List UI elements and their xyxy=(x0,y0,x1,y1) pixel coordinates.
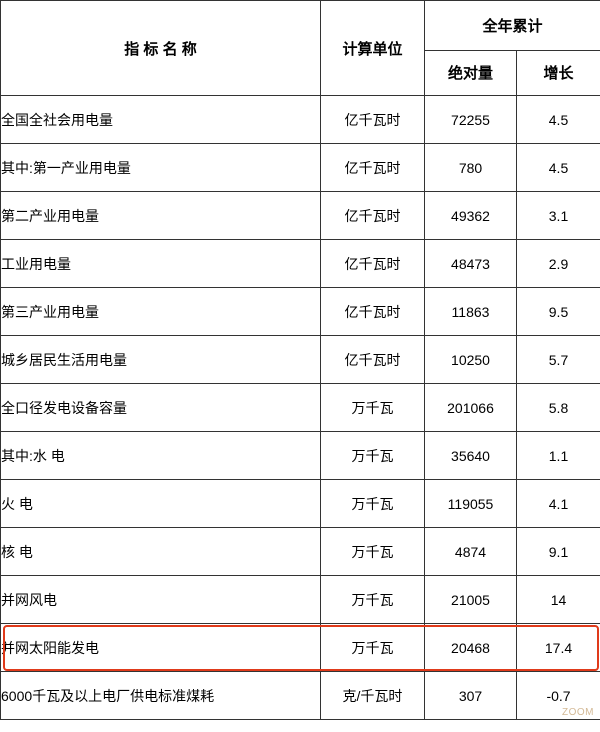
header-absolute: 绝对量 xyxy=(425,50,517,95)
cell-indicator-name: 火 电 xyxy=(1,480,321,528)
cell-absolute: 72255 xyxy=(425,96,517,144)
table-row: 并网太阳能发电万千瓦2046817.4 xyxy=(1,624,600,672)
cell-unit: 万千瓦 xyxy=(321,384,425,432)
table-row: 城乡居民生活用电量亿千瓦时102505.7 xyxy=(1,336,600,384)
cell-growth: 17.4 xyxy=(517,624,600,672)
cell-unit: 亿千瓦时 xyxy=(321,336,425,384)
cell-indicator-name: 并网风电 xyxy=(1,576,321,624)
cell-growth: 4.1 xyxy=(517,480,600,528)
table-body: 全国全社会用电量亿千瓦时722554.5其中:第一产业用电量亿千瓦时7804.5… xyxy=(1,96,600,720)
table-row: 全国全社会用电量亿千瓦时722554.5 xyxy=(1,96,600,144)
cell-absolute: 10250 xyxy=(425,336,517,384)
cell-growth: 2.9 xyxy=(517,240,600,288)
table-row: 全口径发电设备容量万千瓦2010665.8 xyxy=(1,384,600,432)
cell-absolute: 4874 xyxy=(425,528,517,576)
header-growth: 增长 xyxy=(517,50,600,95)
cell-absolute: 48473 xyxy=(425,240,517,288)
cell-indicator-name: 全口径发电设备容量 xyxy=(1,384,321,432)
table-row: 其中:水 电万千瓦356401.1 xyxy=(1,432,600,480)
table-row: 第二产业用电量亿千瓦时493623.1 xyxy=(1,192,600,240)
cell-unit: 万千瓦 xyxy=(321,528,425,576)
cell-growth: 4.5 xyxy=(517,144,600,192)
cell-unit: 亿千瓦时 xyxy=(321,144,425,192)
cell-indicator-name: 其中:第一产业用电量 xyxy=(1,144,321,192)
cell-indicator-name: 并网太阳能发电 xyxy=(1,624,321,672)
table-row: 核 电万千瓦48749.1 xyxy=(1,528,600,576)
cell-unit: 亿千瓦时 xyxy=(321,96,425,144)
cell-indicator-name: 城乡居民生活用电量 xyxy=(1,336,321,384)
cell-growth: 9.5 xyxy=(517,288,600,336)
cell-unit: 亿千瓦时 xyxy=(321,288,425,336)
cell-absolute: 49362 xyxy=(425,192,517,240)
data-table: 指 标 名 称 计算单位 全年累计 绝对量 增长 全国全社会用电量亿千瓦时722… xyxy=(0,0,600,720)
table-container: 指 标 名 称 计算单位 全年累计 绝对量 增长 全国全社会用电量亿千瓦时722… xyxy=(0,0,600,720)
cell-absolute: 35640 xyxy=(425,432,517,480)
cell-indicator-name: 工业用电量 xyxy=(1,240,321,288)
cell-absolute: 201066 xyxy=(425,384,517,432)
cell-indicator-name: 全国全社会用电量 xyxy=(1,96,321,144)
cell-unit: 万千瓦 xyxy=(321,576,425,624)
cell-absolute: 21005 xyxy=(425,576,517,624)
table-row: 并网风电万千瓦2100514 xyxy=(1,576,600,624)
cell-indicator-name: 其中:水 电 xyxy=(1,432,321,480)
cell-unit: 亿千瓦时 xyxy=(321,192,425,240)
cell-growth: 5.8 xyxy=(517,384,600,432)
cell-absolute: 11863 xyxy=(425,288,517,336)
cell-growth: -0.7 xyxy=(517,672,600,720)
header-unit: 计算单位 xyxy=(321,1,425,96)
cell-indicator-name: 核 电 xyxy=(1,528,321,576)
cell-unit: 克/千瓦时 xyxy=(321,672,425,720)
cell-unit: 万千瓦 xyxy=(321,624,425,672)
cell-growth: 3.1 xyxy=(517,192,600,240)
cell-unit: 亿千瓦时 xyxy=(321,240,425,288)
cell-unit: 万千瓦 xyxy=(321,432,425,480)
cell-absolute: 307 xyxy=(425,672,517,720)
cell-growth: 14 xyxy=(517,576,600,624)
header-annual: 全年累计 xyxy=(425,1,600,51)
cell-absolute: 20468 xyxy=(425,624,517,672)
cell-absolute: 119055 xyxy=(425,480,517,528)
table-row: 6000千瓦及以上电厂供电标准煤耗克/千瓦时307-0.7 xyxy=(1,672,600,720)
table-row: 其中:第一产业用电量亿千瓦时7804.5 xyxy=(1,144,600,192)
cell-indicator-name: 6000千瓦及以上电厂供电标准煤耗 xyxy=(1,672,321,720)
cell-growth: 1.1 xyxy=(517,432,600,480)
cell-indicator-name: 第三产业用电量 xyxy=(1,288,321,336)
table-row: 火 电万千瓦1190554.1 xyxy=(1,480,600,528)
table-row: 工业用电量亿千瓦时484732.9 xyxy=(1,240,600,288)
cell-absolute: 780 xyxy=(425,144,517,192)
cell-growth: 4.5 xyxy=(517,96,600,144)
table-row: 第三产业用电量亿千瓦时118639.5 xyxy=(1,288,600,336)
header-indicator: 指 标 名 称 xyxy=(1,1,321,96)
cell-unit: 万千瓦 xyxy=(321,480,425,528)
cell-indicator-name: 第二产业用电量 xyxy=(1,192,321,240)
table-head: 指 标 名 称 计算单位 全年累计 绝对量 增长 xyxy=(1,1,600,96)
cell-growth: 9.1 xyxy=(517,528,600,576)
cell-growth: 5.7 xyxy=(517,336,600,384)
